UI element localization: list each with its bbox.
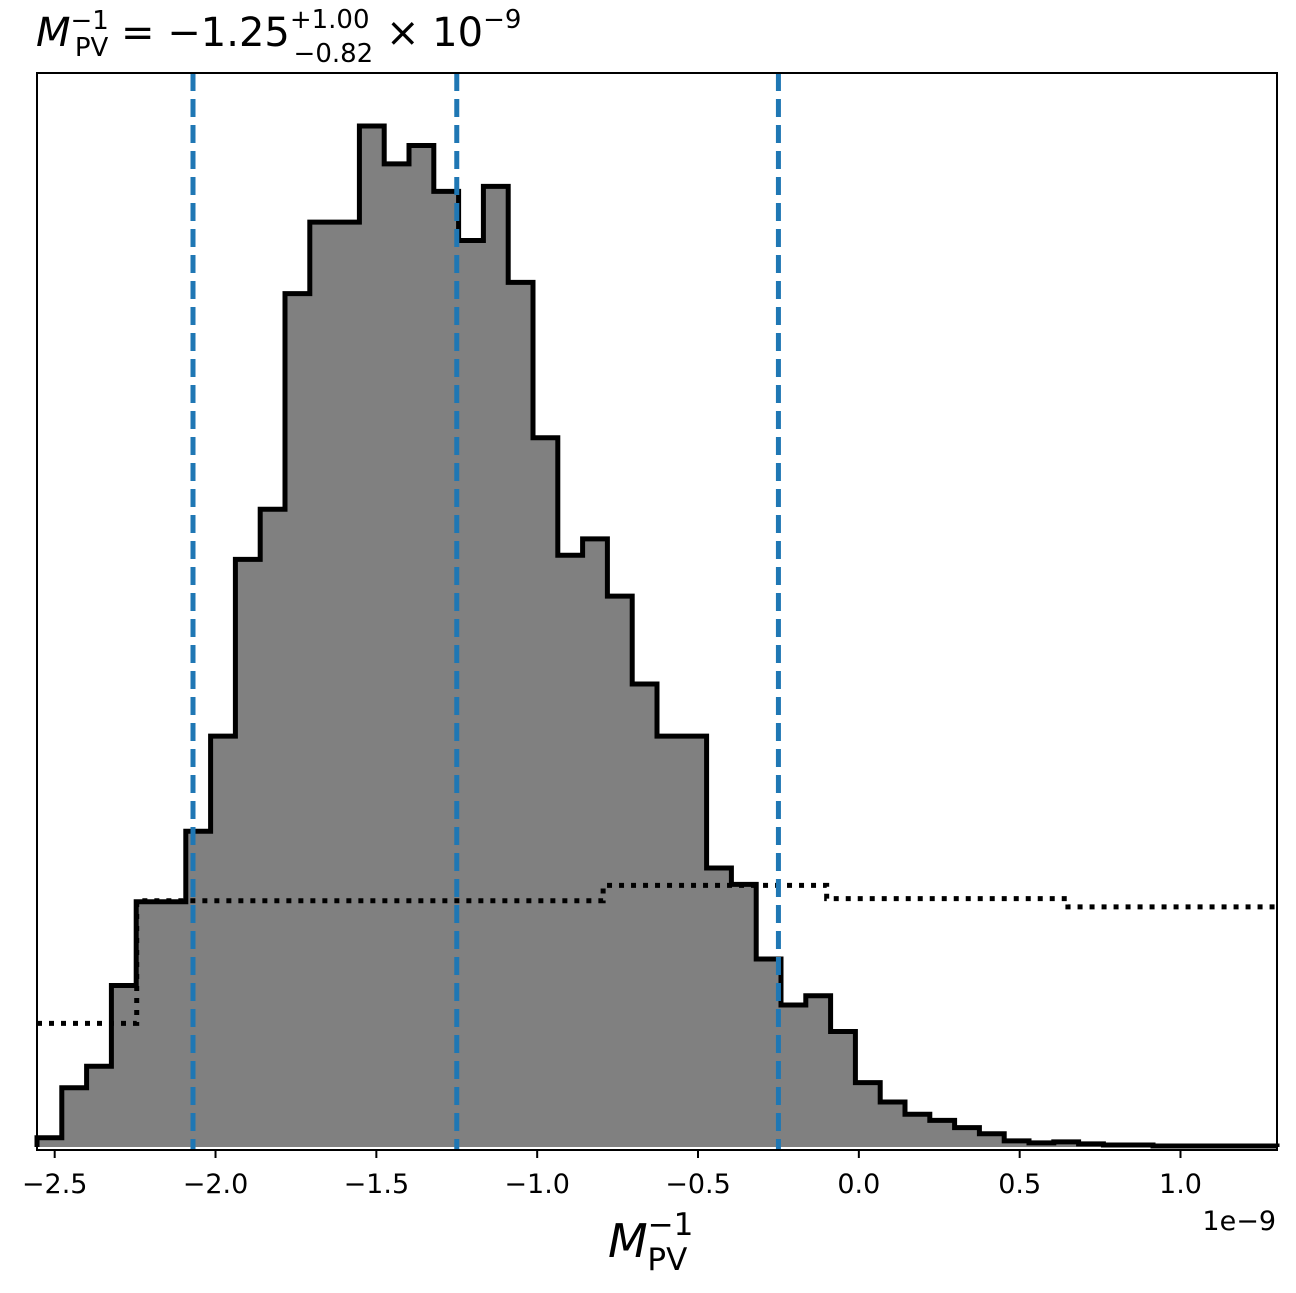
- histogram-bar: [86, 1066, 112, 1147]
- histogram-bar: [929, 1120, 956, 1147]
- x-tick-label: 0.0: [837, 1169, 880, 1200]
- histogram-bar: [285, 293, 311, 1147]
- histogram-bar: [805, 995, 832, 1147]
- histogram-bar: [657, 736, 683, 1147]
- x-tick-label: 1.0: [1159, 1169, 1202, 1200]
- histogram-bar: [161, 901, 187, 1147]
- histogram-bar: [533, 437, 559, 1147]
- histogram-bar: [359, 126, 385, 1148]
- histogram-bar: [731, 884, 757, 1147]
- histogram-bar: [632, 684, 658, 1147]
- histogram-bar: [979, 1133, 1005, 1147]
- histogram-bar: [1004, 1140, 1030, 1147]
- histogram-bar: [483, 186, 509, 1147]
- histogram-bar: [508, 282, 534, 1147]
- x-tick-label: −2.5: [22, 1169, 88, 1200]
- x-tick-label: 0.5: [998, 1169, 1041, 1200]
- title-err-plus: +1.00: [290, 5, 370, 35]
- title-power-exp: −9: [483, 5, 521, 35]
- svg-text:M−1PV = −1.25+1.00−0.82 × 10−9: M−1 PV = −1.25+1.00 −0.82 × 10−9: [36, 5, 521, 69]
- histogram-bar: [880, 1102, 906, 1147]
- title-equals: =: [121, 10, 155, 56]
- histogram-bar: [954, 1127, 980, 1147]
- histogram-bar: [235, 559, 261, 1147]
- histogram-bar: [409, 145, 435, 1147]
- x-tick-label: −1.5: [344, 1169, 410, 1200]
- quantile-lines: [190, 73, 781, 1150]
- x-tick-label: −0.5: [665, 1169, 731, 1200]
- histogram-bar: [458, 240, 484, 1148]
- x-axis-ticks: −2.5 −2.0 −1.5 −1.0 −0.5 0.0 0.5 1.0: [22, 1150, 1202, 1200]
- x-axis-label: M−1 PV: [608, 1207, 693, 1278]
- title-times: ×: [386, 10, 420, 56]
- histogram-bar: [582, 538, 608, 1147]
- x-offset-text: 1e−9: [1202, 1206, 1276, 1237]
- x-tick-label: −1.0: [504, 1169, 570, 1200]
- histogram-bar: [185, 831, 212, 1147]
- svg-text:M−1PV: M−1 PV: [608, 1207, 693, 1278]
- title-median: −1.25: [167, 10, 290, 56]
- histogram-bar: [681, 736, 708, 1147]
- histogram-bar: [830, 1031, 856, 1147]
- title-var: M: [36, 10, 71, 56]
- histogram-bar: [210, 736, 236, 1147]
- title-var-sup: −1: [71, 6, 109, 36]
- histogram-bar: [855, 1082, 881, 1147]
- x-tick-label: −2.0: [183, 1169, 249, 1200]
- chart-title: M−1 PV = −1.25+1.00 −0.82 × 10−9: [36, 5, 521, 69]
- histogram-bar: [607, 596, 633, 1147]
- histogram-bar: [260, 509, 286, 1148]
- title-power-base: 10: [432, 10, 483, 56]
- histogram-bar: [334, 222, 360, 1148]
- histogram-outline: [34, 123, 1280, 1149]
- title-var-sub: PV: [75, 33, 109, 63]
- histogram-bar: [384, 163, 410, 1147]
- xlabel-var: M: [608, 1214, 648, 1268]
- histogram-bar: [37, 1137, 63, 1147]
- xlabel-var-sub: PV: [647, 1242, 687, 1278]
- axes-frame: [36, 72, 1278, 1151]
- histogram-bar: [1053, 1141, 1080, 1147]
- histogram-bar: [905, 1114, 931, 1147]
- histogram-bar: [781, 1004, 807, 1147]
- histogram-bar: [309, 222, 336, 1148]
- plot-area: [34, 72, 1280, 1151]
- histogram-bar: [557, 555, 584, 1147]
- histogram-bar: [111, 985, 137, 1147]
- histogram-bar: [706, 867, 732, 1147]
- histogram-bar: [136, 901, 162, 1147]
- title-err-minus: −0.82: [294, 39, 374, 69]
- xlabel-var-sup: −1: [648, 1207, 694, 1243]
- histogram-bar: [61, 1087, 88, 1147]
